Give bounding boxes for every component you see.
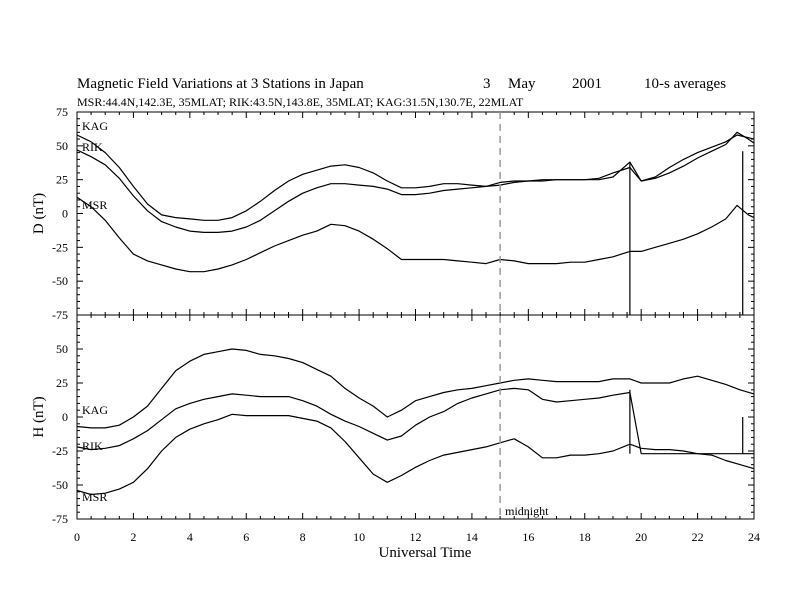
series-label-msr: MSR [82, 490, 107, 504]
series-line-rik [76, 131, 755, 233]
y-tick-label: 75 [56, 105, 68, 119]
x-tick-label: 22 [692, 530, 704, 544]
y-axis-label: H (nT) [31, 396, 47, 437]
y-tick-label: 50 [56, 139, 68, 153]
x-tick-label: 16 [522, 530, 534, 544]
x-tick-label: 2 [130, 530, 136, 544]
series-line-msr [76, 413, 755, 496]
chart-date-day: 3 [483, 76, 491, 92]
series-label-rik: RIK [82, 439, 103, 453]
series-line-kag [76, 134, 755, 221]
y-axis-label: D (nT) [31, 193, 47, 234]
x-tick-label: 0 [74, 530, 80, 544]
panel-h: 50 25 0 -25 -50 -75 H (nT) KAG RIK MSR [31, 314, 755, 526]
series-line-kag [76, 348, 755, 429]
x-axis-label: Universal Time [379, 545, 472, 561]
chart-title: Magnetic Field Variations at 3 Stations … [77, 76, 364, 92]
x-tick-label: 20 [635, 530, 647, 544]
y-tick-label: 0 [62, 410, 68, 424]
series-label-msr: MSR [82, 198, 107, 212]
chart-averaging: 10-s averages [644, 76, 726, 92]
y-tick-label: 25 [56, 376, 68, 390]
y-tick-label: -75 [52, 308, 68, 322]
x-tick-label: 12 [410, 530, 422, 544]
y-tick-label: -50 [52, 478, 68, 492]
x-tick-label: 4 [187, 530, 193, 544]
series-label-kag: KAG [82, 403, 108, 417]
y-tick-label: 0 [62, 207, 68, 221]
series-label-rik: RIK [82, 140, 103, 154]
y-tick-label: -25 [52, 444, 68, 458]
chart-subtitle: MSR:44.4N,142.3E, 35MLAT; RIK:43.5N,143.… [77, 95, 524, 109]
x-tick-label: 8 [300, 530, 306, 544]
x-tick-label: 10 [353, 530, 365, 544]
x-tick-label: 6 [243, 530, 249, 544]
y-tick-label: -75 [52, 512, 68, 526]
y-tick-label: -25 [52, 240, 68, 254]
series-label-kag: KAG [82, 119, 108, 133]
series-line-rik [76, 387, 754, 455]
x-tick-label: 14 [466, 530, 478, 544]
x-tick-label: 24 [748, 530, 760, 544]
x-axis: 0 2 4 6 8 10 12 14 16 18 20 22 24 [74, 530, 760, 544]
chart-date-month: May [508, 76, 536, 92]
y-tick-label: -50 [52, 274, 68, 288]
midnight-label: midnight [505, 504, 549, 518]
series-line-msr [76, 196, 755, 273]
y-tick-label: 25 [56, 173, 68, 187]
x-tick-label: 18 [579, 530, 591, 544]
chart-date-year: 2001 [572, 76, 602, 92]
y-tick-label: 50 [56, 342, 68, 356]
